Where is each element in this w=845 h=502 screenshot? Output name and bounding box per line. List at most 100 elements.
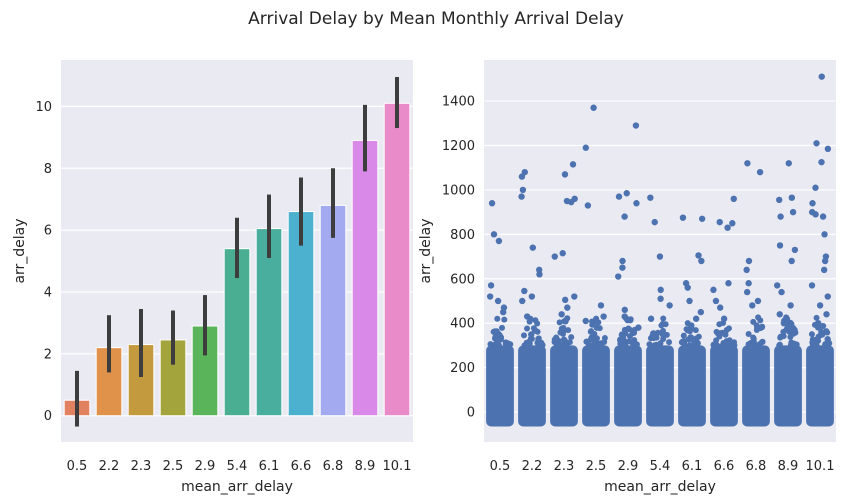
strip-chart-x-tick-label: 2.9 [618, 459, 639, 474]
strip-point [663, 331, 670, 338]
bar-chart-x-tick-label: 2.2 [99, 459, 120, 474]
strip-point [729, 220, 736, 227]
strip-point [559, 250, 566, 257]
strip-chart-x-tick-label: 6.1 [682, 459, 703, 474]
bar [351, 139, 379, 417]
strip-point [660, 315, 667, 322]
strip-dense-band [710, 345, 738, 427]
strip-point [631, 337, 638, 344]
strip-point [679, 338, 686, 345]
strip-point [567, 198, 575, 206]
strip-point [756, 168, 764, 176]
strip-dense-band [806, 345, 834, 427]
strip-point [710, 286, 717, 294]
strip-point [692, 327, 699, 334]
strip-point [499, 324, 506, 331]
strip-point [525, 342, 532, 349]
strip-point [698, 257, 705, 265]
strip-point [777, 213, 784, 220]
bar-chart-x-ticks: 0.5 2.2 2.3 2.5 2.9 5.4 6.1 6.6 6.8 8.9 10.1 [67, 459, 412, 474]
strip-point [813, 342, 820, 349]
strip-point [487, 282, 495, 289]
strip-point [590, 104, 597, 111]
strip-point [723, 326, 730, 333]
strip-point [778, 288, 785, 296]
bar-chart-error-bars [75, 77, 399, 427]
strip-point [521, 287, 528, 295]
bar-chart-panel: 0 2 4 6 8 10 0.5 2.2 2.3 2.5 2.9 5.4 6.1 6.6 6.8 8.9 10… [12, 60, 413, 495]
strip-point [759, 323, 766, 330]
bar-chart-x-tick-label: 0.5 [67, 459, 88, 474]
strip-point [621, 306, 628, 314]
strip-point [556, 319, 563, 326]
strip-point [504, 340, 511, 347]
strip-chart-x-tick-label: 2.2 [522, 459, 543, 474]
strip-point [666, 302, 673, 309]
strip-point [712, 297, 720, 305]
strip-chart-x-tick-label: 2.3 [554, 459, 575, 474]
strip-point [720, 315, 728, 322]
strip-point [775, 196, 783, 204]
bar-chart-y-tick-label: 6 [44, 224, 52, 239]
strip-point [724, 224, 731, 231]
strip-dense-band [678, 345, 706, 427]
strip-point [683, 326, 690, 333]
strip-point [697, 308, 705, 316]
strip-point [821, 231, 828, 238]
strip-point [647, 315, 655, 322]
strip-point [501, 316, 508, 323]
strip-point [743, 266, 750, 274]
strip-point [813, 314, 820, 321]
strip-point [526, 318, 533, 325]
strip-point [687, 334, 694, 341]
strip-point [745, 331, 752, 338]
strip-point [568, 334, 575, 341]
strip-point [717, 304, 724, 311]
strip-chart-y-ticks: 0 200 400 600 800 1000 1200 1400 [442, 95, 475, 421]
strip-chart-y-axis-label: arr_delay [418, 218, 434, 283]
strip-point [719, 329, 726, 336]
strip-point [750, 334, 757, 341]
strip-point [777, 334, 784, 341]
strip-point [495, 237, 503, 245]
strip-chart-x-tick-label: 8.9 [778, 459, 799, 474]
bar [255, 228, 283, 417]
strip-point [589, 318, 596, 325]
strip-point [816, 302, 824, 309]
strip-point [488, 200, 496, 207]
strip-point [714, 330, 721, 337]
strip-chart-x-axis-label: mean_arr_delay [604, 479, 716, 495]
bar [319, 204, 347, 417]
strip-point [499, 308, 507, 316]
strip-point [680, 332, 687, 339]
strip-point [564, 304, 571, 311]
strip-point [653, 341, 660, 348]
strip-point [656, 253, 664, 260]
strip-point [808, 331, 815, 338]
strip-point [632, 122, 640, 129]
strip-chart-points [486, 73, 833, 349]
strip-point [534, 328, 541, 335]
bar-chart-x-tick-label: 2.3 [131, 459, 152, 474]
strip-point [571, 293, 578, 300]
strip-point [688, 323, 695, 330]
bar-chart-y-tick-label: 4 [44, 285, 52, 300]
bar [383, 102, 411, 417]
strip-dense-band [646, 345, 674, 427]
strip-point [524, 325, 531, 332]
strip-point [600, 313, 607, 320]
strip-dense-band [486, 345, 514, 427]
strip-chart-x-tick-label: 0.5 [490, 459, 511, 474]
strip-point [788, 194, 796, 201]
strip-point [635, 324, 642, 331]
strip-dense-band [614, 345, 642, 427]
bar-chart-x-tick-label: 10.1 [383, 459, 412, 474]
strip-point [535, 335, 542, 342]
strip-point [593, 318, 600, 325]
strip-point [659, 320, 666, 327]
strip-point [647, 335, 654, 342]
strip-point [597, 302, 605, 309]
strip-point [528, 331, 535, 338]
strip-point [519, 297, 526, 305]
strip-point [494, 315, 501, 322]
